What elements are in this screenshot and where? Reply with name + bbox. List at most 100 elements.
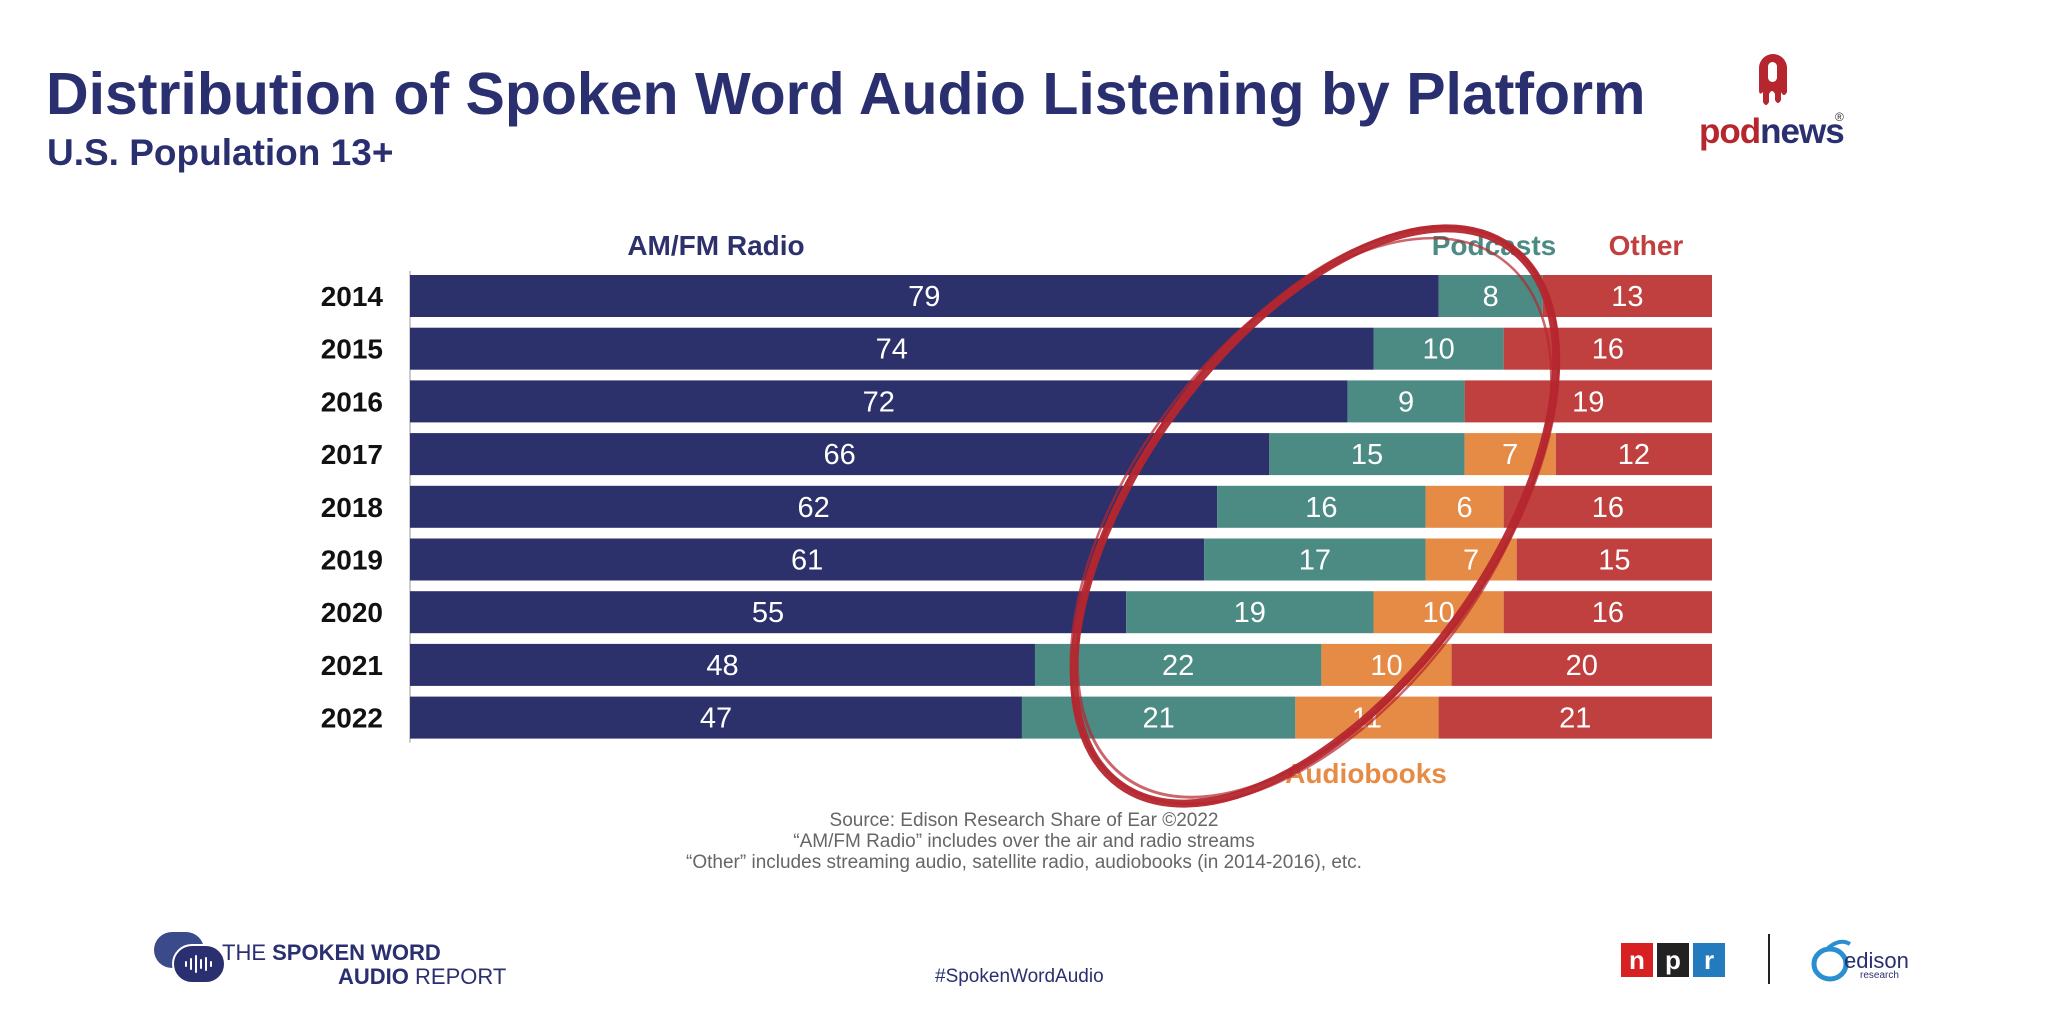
npr-logo: n p r bbox=[1621, 943, 1725, 977]
data-label: 7 bbox=[1502, 439, 1518, 471]
data-label: 72 bbox=[863, 386, 895, 418]
data-label: 17 bbox=[1299, 545, 1331, 577]
bar-segment-am-fm-radio bbox=[410, 696, 1022, 739]
data-label: 22 bbox=[1162, 650, 1194, 682]
npr-letter-r: r bbox=[1693, 943, 1725, 977]
podnews-suffix: news bbox=[1760, 112, 1845, 151]
logo-divider bbox=[1768, 934, 1770, 984]
data-label: 7 bbox=[1463, 545, 1479, 577]
podnews-prefix: pod bbox=[1699, 112, 1761, 151]
chart-title: Distribution of Spoken Word Audio Listen… bbox=[46, 61, 1646, 127]
podnews-wordmark: podnews bbox=[1699, 112, 1845, 152]
audio-wave-icon bbox=[185, 955, 212, 973]
bar-segment-podcasts bbox=[1204, 538, 1426, 581]
annotation-stroke bbox=[1075, 225, 1561, 799]
source-notes: Source: Edison Research Share of Ear ©20… bbox=[0, 810, 2048, 873]
data-label: 12 bbox=[1618, 439, 1650, 471]
podnews-drip-icon bbox=[1759, 54, 1787, 105]
annotation-ellipse bbox=[1069, 224, 1561, 808]
source-line-2: “AM/FM Radio” includes over the air and … bbox=[793, 831, 1255, 852]
npr-letter-p: p bbox=[1657, 943, 1689, 977]
data-label: 19 bbox=[1234, 597, 1266, 629]
annotation-stroke bbox=[1069, 236, 1553, 806]
report-title-line-2: AUDIO REPORT bbox=[338, 964, 506, 990]
edison-research-logo: edison research bbox=[1810, 938, 1920, 988]
registered-mark: ® bbox=[1835, 110, 1844, 124]
data-label: 10 bbox=[1370, 650, 1402, 682]
data-label: 79 bbox=[908, 281, 940, 313]
data-label: 61 bbox=[791, 545, 823, 577]
data-label: 9 bbox=[1398, 386, 1414, 418]
series-label-am-fm-radio: AM/FM Radio bbox=[627, 230, 804, 261]
bar-segment-podcasts bbox=[1034, 643, 1322, 686]
spoken-word-report-logo: THE SPOKEN WORD AUDIO REPORT bbox=[150, 930, 530, 990]
year-label: 2018 bbox=[321, 492, 383, 523]
data-label: 13 bbox=[1611, 281, 1643, 313]
bar-segment-podcasts bbox=[1126, 591, 1374, 634]
report-title-line-1: THE SPOKEN WORD bbox=[222, 940, 441, 966]
bar-segment-audiobooks bbox=[1373, 591, 1504, 634]
data-label: 48 bbox=[706, 650, 738, 682]
year-label: 2019 bbox=[321, 545, 383, 576]
bar-segment-podcasts bbox=[1217, 485, 1426, 528]
bar-segment-audiobooks bbox=[1425, 485, 1504, 528]
bar-segment-other bbox=[1464, 380, 1712, 423]
year-label: 2014 bbox=[321, 281, 384, 312]
edison-sub: research bbox=[1860, 970, 1899, 981]
podnews-logo: podnews ® bbox=[1695, 48, 1855, 158]
year-label: 2017 bbox=[321, 439, 383, 470]
data-label: 66 bbox=[824, 439, 856, 471]
data-label: 74 bbox=[876, 334, 908, 366]
report-the: THE bbox=[222, 940, 273, 965]
npr-letter-n: n bbox=[1621, 943, 1653, 977]
year-label: 2021 bbox=[321, 650, 383, 681]
data-label: 10 bbox=[1422, 334, 1454, 366]
data-label: 8 bbox=[1483, 281, 1499, 313]
bar-segment-podcasts bbox=[1373, 327, 1504, 370]
bar-segment-other bbox=[1516, 538, 1712, 581]
year-label: 2020 bbox=[321, 597, 383, 628]
bar-segment-am-fm-radio bbox=[410, 485, 1218, 528]
bar-segment-am-fm-radio bbox=[410, 538, 1205, 581]
data-label: 62 bbox=[797, 492, 829, 524]
data-label: 21 bbox=[1143, 703, 1175, 735]
data-label: 47 bbox=[700, 703, 732, 735]
bar-segment-other bbox=[1542, 275, 1712, 317]
bar-segment-other bbox=[1451, 643, 1712, 686]
report-report: REPORT bbox=[408, 964, 507, 989]
data-label: 20 bbox=[1566, 650, 1598, 682]
data-label: 21 bbox=[1559, 703, 1591, 735]
data-label: 15 bbox=[1598, 545, 1630, 577]
bar-segment-other bbox=[1438, 696, 1712, 739]
bar-segment-podcasts bbox=[1021, 696, 1296, 739]
data-label: 15 bbox=[1351, 439, 1383, 471]
data-label: 16 bbox=[1592, 334, 1624, 366]
source-line-3: “Other” includes streaming audio, satell… bbox=[686, 852, 1362, 873]
bar-segment-am-fm-radio bbox=[410, 591, 1127, 634]
bar-segment-other bbox=[1503, 591, 1712, 634]
data-label: 6 bbox=[1457, 492, 1473, 524]
series-label-other: Other bbox=[1609, 230, 1684, 261]
report-audio: AUDIO bbox=[338, 964, 409, 989]
bar-segment-am-fm-radio bbox=[410, 643, 1035, 686]
year-label: 2016 bbox=[321, 386, 383, 417]
data-label: 16 bbox=[1592, 492, 1624, 524]
edison-swirl-icon bbox=[1811, 939, 1852, 982]
year-label: 2022 bbox=[321, 703, 383, 734]
bar-segment-other bbox=[1503, 485, 1712, 528]
bar-segment-am-fm-radio bbox=[410, 433, 1270, 476]
speech-bubble-front-icon bbox=[172, 944, 226, 984]
bar-segment-podcasts bbox=[1347, 380, 1465, 423]
data-label: 19 bbox=[1572, 386, 1604, 418]
year-label: 2015 bbox=[321, 334, 383, 365]
bar-segment-other bbox=[1503, 327, 1712, 370]
source-line-1: Source: Edison Research Share of Ear ©20… bbox=[829, 810, 1219, 831]
report-spoken-word: SPOKEN WORD bbox=[272, 940, 441, 965]
bar-segment-podcasts bbox=[1269, 433, 1465, 476]
bar-segment-other bbox=[1555, 433, 1712, 476]
data-label: 55 bbox=[752, 597, 784, 629]
data-label: 16 bbox=[1305, 492, 1337, 524]
data-label: 16 bbox=[1592, 597, 1624, 629]
chart-subtitle: U.S. Population 13+ bbox=[47, 132, 394, 173]
